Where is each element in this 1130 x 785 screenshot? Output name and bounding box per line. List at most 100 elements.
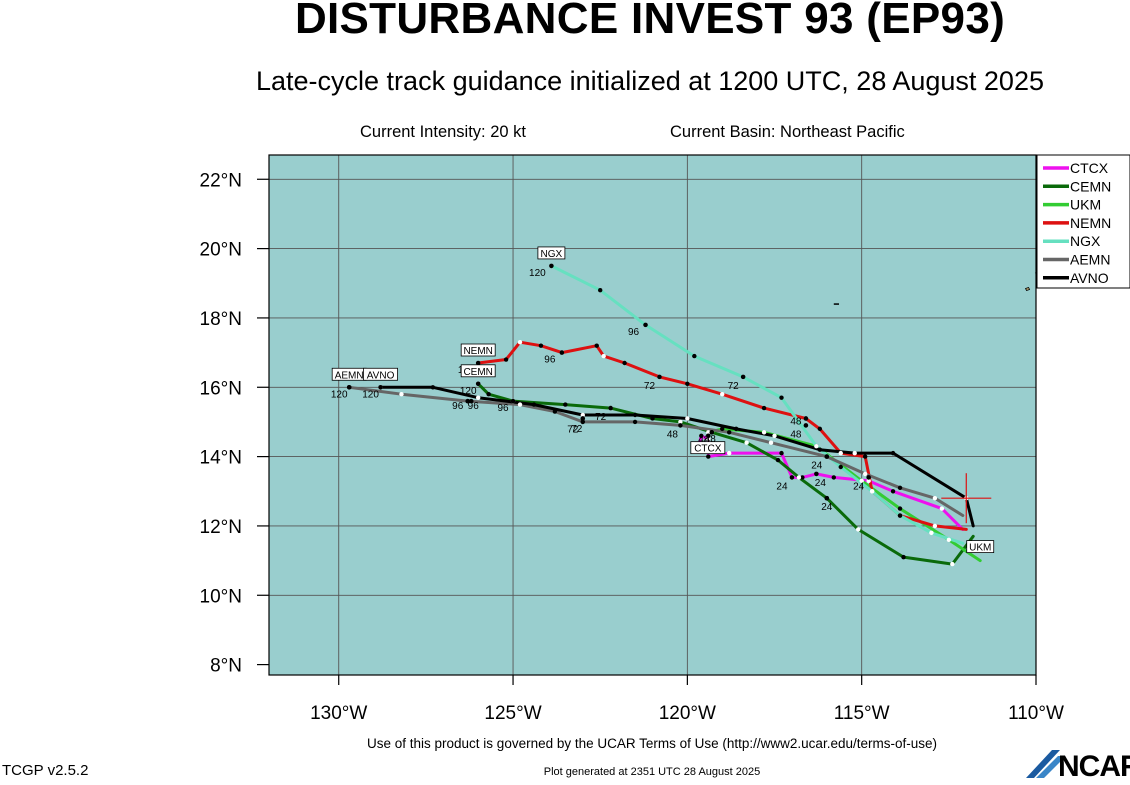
y-tick-label: 16°N [200,378,242,399]
model-name-box [690,441,726,455]
forecast-point [789,475,795,480]
current-intensity: Current Intensity: 20 kt [360,123,526,141]
track-point-cemn [775,457,781,463]
track-point-aemn [768,440,774,445]
ncar-logo-icon [1026,750,1062,778]
track-point-ctcx [939,506,945,511]
track-point-ukm [761,430,767,435]
forecast-point [740,374,746,380]
forecast-point [866,475,871,480]
forecast-point [803,416,809,421]
forecast-hour-label: 96 [628,327,640,338]
forecast-point [608,405,613,411]
forecast-hour-label: 48 [790,429,802,440]
track-point-aemn [399,392,404,397]
forecast-point [465,398,471,404]
track-point-ngx [692,353,697,359]
forecast-point [549,263,554,269]
track-point-cemn [744,440,749,445]
forecast-hour-label: 72 [644,381,656,392]
forecast-hour-label: 120 [331,389,348,400]
x-tick-label: 120°W [659,703,716,724]
forecast-point [475,360,481,366]
track-point-ctcx [779,450,784,456]
current-basin: Current Basin: Northeast Pacific [670,123,905,141]
x-tick-label: 125°W [484,703,541,724]
track-point-ukm [706,430,711,435]
legend-label-ctcx: CTCX [1070,160,1109,176]
forecast-point [468,398,474,404]
legend-label-ngx: NGX [1070,233,1101,249]
forecast-point [510,398,516,404]
x-tick-label: 130°W [310,703,367,724]
track-point-avno [580,412,585,418]
version-label: TCGP v2.5.2 [2,762,89,779]
model-name-box [537,246,566,260]
legend-label-cemn: CEMN [1070,178,1111,194]
forecast-hour-label: 72 [595,412,607,423]
track-point-avno [733,426,739,432]
legend-label-ukm: UKM [1070,197,1101,213]
track-point-ngx [814,444,819,449]
terms-of-use: Use of this product is governed by the U… [367,736,937,751]
track-point-ukm [946,537,952,542]
track-point-nemn [685,381,690,386]
forecast-hour-label: 24 [853,481,865,492]
forecast-hour-label: 96 [452,401,464,412]
track-point-aemn [897,485,903,490]
y-tick-label: 10°N [200,586,242,607]
track-point-ctcx [727,450,732,456]
track-point-nemn [622,360,627,366]
forecast-point [803,423,809,428]
track-point-avno [772,433,777,438]
track-point-nemn [594,343,599,348]
track-point-ctcx [800,475,805,480]
model-name-label: CEMN [463,367,492,378]
track-point-ukm [720,426,725,432]
track-point-nemn [838,450,843,456]
y-tick-label: 22°N [200,170,242,191]
track-point-aemn [632,419,638,425]
x-tick-label: 115°W [834,703,890,724]
forecast-hour-label: 24 [815,478,827,489]
y-tick-label: 18°N [200,309,242,330]
forecast-point [824,454,830,459]
track-point-cemn [486,392,491,397]
track-point-aemn [932,496,938,501]
model-name-label: CTCX [694,444,722,455]
track-point-avno [475,395,481,400]
track-point-nemn [862,454,868,459]
track-point-ukm [859,478,864,484]
forecast-hour-label: 24 [776,481,788,492]
track-point-avno [890,450,896,456]
forecast-point [580,419,586,425]
track-point-cemn [563,402,568,407]
legend-label-nemn: NEMN [1070,215,1111,231]
forecast-hour-label: 120 [362,389,379,400]
ncar-logo: NCAR [1022,748,1130,783]
forecast-hour-label: 24 [821,502,833,513]
forecast-hour-label: 96 [544,355,556,366]
track-point-nemn [932,523,938,529]
forecast-point [824,495,830,501]
track-point-ngx [779,395,784,400]
forecast-hour-label: 24 [811,461,823,472]
forecast-point [346,384,352,390]
track-point-cemn [855,527,861,532]
model-name-box [966,540,995,553]
model-name-box [460,343,496,357]
track-point-ctcx [706,454,711,459]
track-point-avno [531,402,537,407]
track-point-ngx [897,513,903,518]
track-point-nemn [538,343,544,348]
forecast-point [705,433,711,439]
track-point-avno [852,450,857,456]
track-point-ctcx [706,437,711,442]
track-point-nemn [601,353,606,359]
y-tick-label: 14°N [200,448,242,469]
track-point-ctcx [890,489,896,494]
track-point-cemn [796,475,802,480]
track-point-nemn [503,357,509,362]
track-point-avno [430,385,436,390]
